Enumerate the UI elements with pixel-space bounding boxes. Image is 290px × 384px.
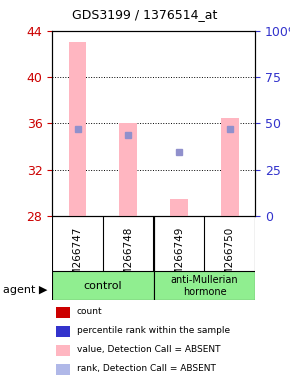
Text: rank, Detection Call = ABSENT: rank, Detection Call = ABSENT [77, 364, 215, 373]
Bar [170, 199, 188, 216]
Bar [56, 345, 70, 356]
FancyBboxPatch shape [154, 271, 255, 300]
Bar [56, 326, 70, 337]
Bar [56, 364, 70, 375]
Bar [221, 118, 239, 216]
Bar [56, 307, 70, 318]
Text: GSM266750: GSM266750 [225, 227, 235, 290]
Text: count: count [77, 307, 102, 316]
Bar [69, 42, 86, 216]
Text: agent ▶: agent ▶ [3, 285, 47, 295]
FancyBboxPatch shape [52, 271, 154, 300]
Text: percentile rank within the sample: percentile rank within the sample [77, 326, 230, 335]
Text: anti-Mullerian
hormone: anti-Mullerian hormone [171, 275, 238, 296]
Text: GDS3199 / 1376514_at: GDS3199 / 1376514_at [72, 8, 218, 21]
Text: GSM266747: GSM266747 [72, 227, 83, 290]
Text: GSM266748: GSM266748 [123, 227, 133, 290]
Text: GSM266749: GSM266749 [174, 227, 184, 290]
Bar [119, 123, 137, 216]
Text: value, Detection Call = ABSENT: value, Detection Call = ABSENT [77, 345, 220, 354]
Text: control: control [84, 281, 122, 291]
